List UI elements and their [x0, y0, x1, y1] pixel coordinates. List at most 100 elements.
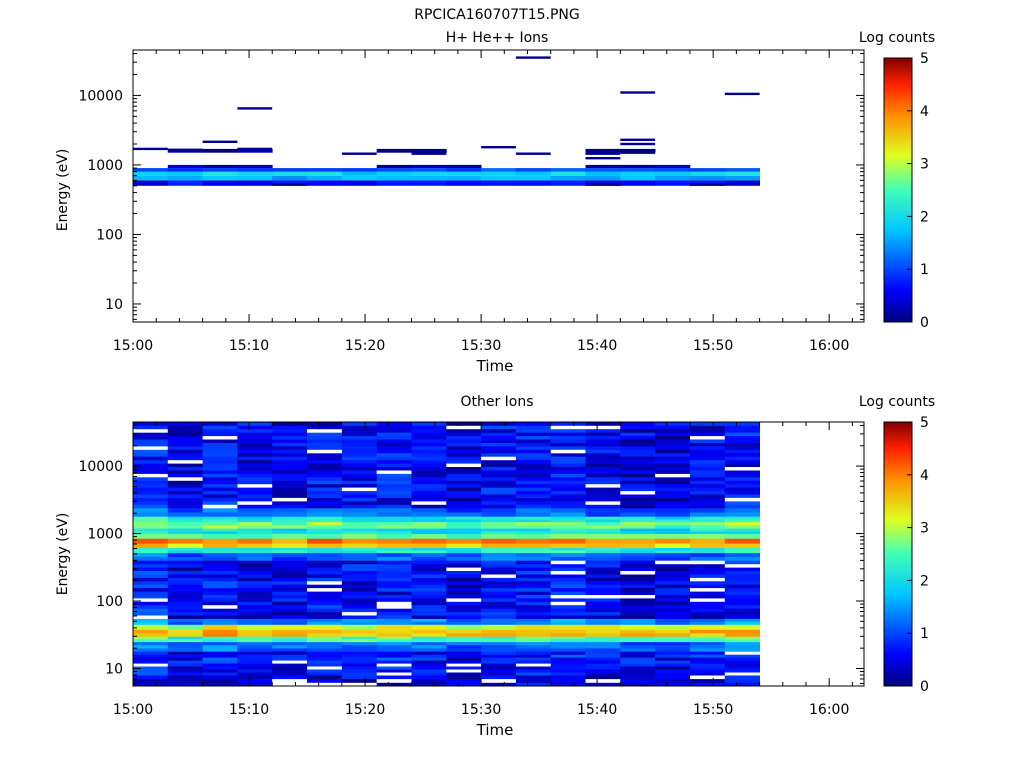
heatmap-cell	[272, 666, 308, 670]
heatmap-cell	[272, 547, 308, 551]
heatmap-cell	[620, 556, 656, 561]
heatmap-cell	[376, 543, 412, 548]
heatmap-cell	[202, 584, 238, 589]
heatmap-cell	[341, 611, 378, 616]
heatmap-cell	[446, 615, 482, 619]
heatmap-cell	[515, 608, 552, 613]
heatmap-cell	[515, 591, 552, 595]
heatmap-cell	[376, 507, 412, 513]
heatmap-cell	[515, 651, 552, 655]
heatmap-cell	[237, 624, 273, 630]
heatmap-cell	[202, 601, 238, 606]
heatmap-cell	[272, 470, 308, 474]
heatmap-cell	[376, 678, 412, 683]
heatmap-cell	[237, 560, 273, 565]
heatmap-cell	[272, 574, 308, 578]
heatmap-cell	[446, 570, 482, 575]
heatmap-cell	[133, 624, 169, 630]
heatmap-cell	[724, 584, 760, 589]
heatmap-cell	[376, 594, 412, 599]
heatmap-cell	[620, 618, 656, 622]
heatmap-cell	[237, 533, 273, 539]
heatmap-cell	[585, 152, 621, 155]
heatmap-cell	[237, 507, 273, 513]
heatmap-cell	[202, 574, 238, 578]
heatmap-cell	[620, 463, 656, 467]
heatmap-cell	[307, 528, 343, 532]
heatmap-cell	[724, 672, 760, 676]
heatmap-cell	[655, 556, 691, 561]
heatmap-cell	[620, 552, 656, 557]
heatmap-cell	[376, 538, 412, 544]
heatmap-cell	[133, 567, 169, 571]
heatmap-cell	[550, 660, 586, 664]
heatmap-cell	[655, 512, 691, 517]
x-tick-label: 15:50	[693, 338, 733, 354]
panel-h-he-ions: H+ He++ Ions 15:00 15:10 15:20 15:30 15:40 15…	[55, 30, 935, 375]
heatmap-cell	[446, 624, 482, 630]
heatmap-cell	[133, 636, 169, 640]
heatmap-cell	[585, 466, 621, 471]
heatmap-cell	[307, 483, 343, 488]
heatmap-cell	[237, 497, 273, 502]
heatmap-cell	[585, 463, 621, 467]
heatmap-cell	[690, 501, 726, 505]
heatmap-cell	[272, 660, 308, 664]
heatmap-cell	[202, 452, 238, 457]
heatmap-cell	[446, 654, 482, 658]
heatmap-cell	[481, 675, 517, 680]
heatmap-cell	[272, 528, 308, 532]
heatmap-cell	[167, 175, 203, 181]
heatmap-cell	[376, 449, 412, 454]
heatmap-cell	[133, 615, 169, 619]
heatmap-cell	[585, 669, 621, 673]
heatmap-cell	[202, 439, 238, 443]
heatmap-cell	[167, 490, 203, 495]
heatmap-cell	[724, 490, 760, 495]
heatmap-cell	[724, 678, 760, 683]
heatmap-cell	[550, 663, 586, 667]
heatmap-cell	[272, 624, 308, 630]
heatmap-cell	[690, 428, 726, 433]
heatmap-cell	[237, 171, 273, 176]
heatmap-cell	[585, 660, 621, 664]
heatmap-cell	[446, 512, 482, 517]
heatmap-cell	[515, 663, 552, 667]
heatmap-cell	[515, 463, 552, 467]
heatmap-cell	[376, 587, 412, 592]
heatmap-cell	[655, 497, 691, 502]
heatmap-cell	[411, 666, 447, 670]
heatmap-cell	[620, 519, 656, 523]
heatmap-cell	[341, 483, 378, 488]
heatmap-cell	[655, 598, 691, 602]
heatmap-cell	[550, 422, 586, 426]
heatmap-cell	[411, 168, 447, 172]
heatmap-cell	[724, 601, 760, 606]
heatmap-cell	[690, 587, 726, 592]
heatmap-cell	[341, 629, 378, 634]
heatmap-cell	[620, 504, 656, 509]
heatmap-cell	[376, 624, 412, 630]
heatmap-cell	[550, 180, 586, 186]
heatmap-cell	[376, 470, 412, 474]
heatmap-cell	[690, 446, 726, 450]
heatmap-cell	[411, 587, 447, 592]
heatmap-cell	[341, 425, 378, 430]
heatmap-cell	[237, 552, 273, 557]
heatmap-cell	[481, 648, 517, 652]
heatmap-cell	[620, 547, 656, 551]
heatmap-cell	[167, 477, 203, 481]
heatmap-cell	[202, 560, 238, 565]
heatmap-cell	[585, 584, 621, 589]
heatmap-cell	[133, 641, 169, 646]
heatmap-cell	[724, 641, 760, 646]
heatmap-cell	[376, 636, 412, 640]
heatmap-cell	[237, 654, 273, 658]
x-tick-label: 15:40	[577, 338, 617, 354]
heatmap-cell	[411, 432, 447, 437]
heatmap-cell	[724, 470, 760, 474]
axes: 15:00 15:10 15:20 15:30 15:40 15:50 16:0010100…	[78, 49, 865, 354]
heatmap-cell	[481, 504, 517, 509]
heatmap-cell	[341, 660, 378, 664]
heatmap-cell	[376, 629, 412, 634]
